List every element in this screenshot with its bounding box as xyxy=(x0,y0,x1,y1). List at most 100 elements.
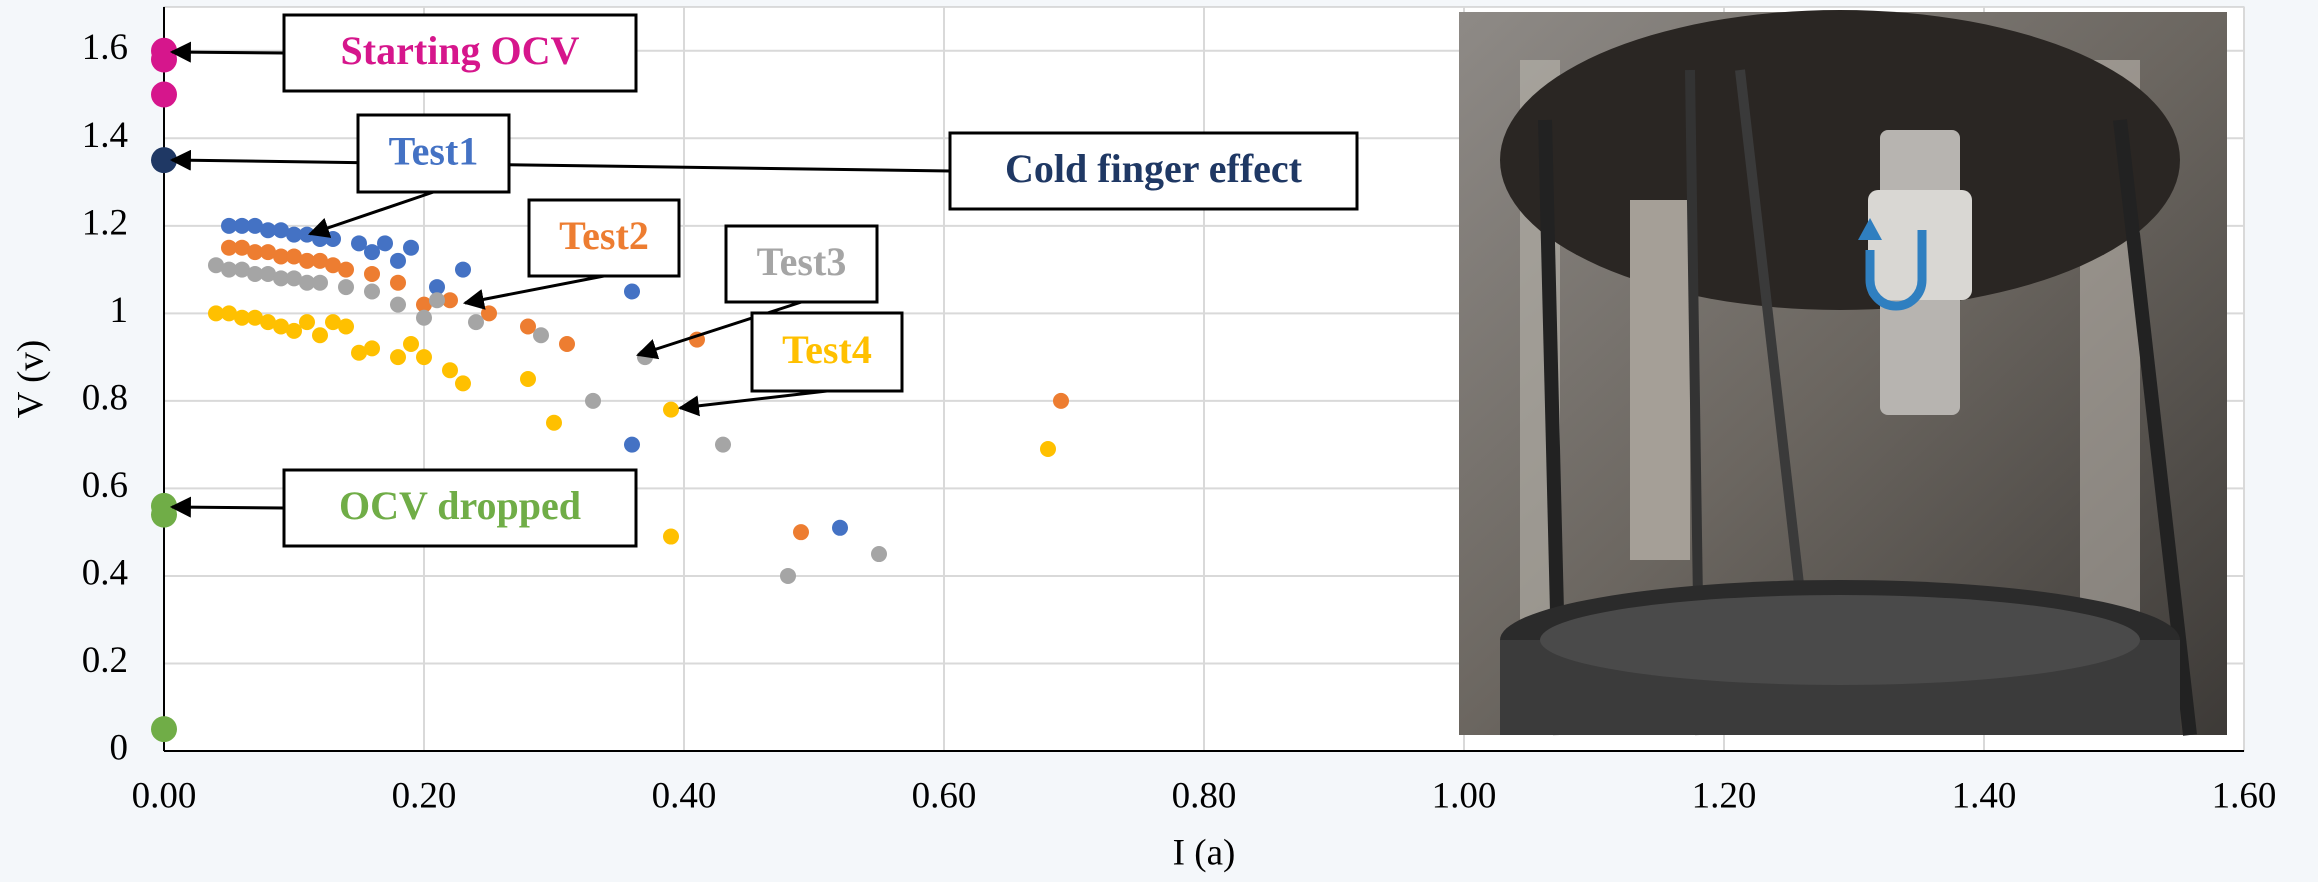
point xyxy=(151,81,177,108)
annotation-arrow xyxy=(169,149,951,173)
point xyxy=(325,230,341,247)
point xyxy=(338,318,354,335)
point xyxy=(429,292,445,309)
point xyxy=(663,401,679,418)
point xyxy=(221,217,237,234)
annotation-label: Test2 xyxy=(559,213,649,258)
x-tick-label: 1.40 xyxy=(1952,775,2017,816)
point xyxy=(481,305,497,322)
point xyxy=(260,265,276,282)
point xyxy=(832,519,848,536)
photo-inset xyxy=(1459,10,2227,736)
point xyxy=(520,371,536,387)
point xyxy=(585,392,601,409)
annotation-box xyxy=(527,198,681,278)
point xyxy=(221,305,237,322)
point xyxy=(312,252,328,269)
point xyxy=(234,239,250,256)
y-tick-label: 0 xyxy=(110,727,129,768)
point xyxy=(234,261,250,278)
point xyxy=(364,244,380,261)
point xyxy=(273,318,289,335)
point xyxy=(260,244,276,261)
annotation-arrow xyxy=(169,41,285,63)
point xyxy=(234,217,250,234)
point xyxy=(442,292,458,309)
y-tick-label: 1.4 xyxy=(82,115,128,156)
x-tick-label: 1.60 xyxy=(2212,775,2277,816)
point xyxy=(338,279,354,296)
point xyxy=(247,244,263,261)
point xyxy=(234,309,250,326)
annotation-arrow xyxy=(677,389,828,417)
annotation-label: OCV dropped xyxy=(339,483,581,528)
point xyxy=(416,296,432,313)
point xyxy=(312,274,328,291)
point xyxy=(390,252,406,269)
point xyxy=(559,335,575,352)
point xyxy=(1040,441,1056,458)
annotation-label: Starting OCV xyxy=(341,28,580,73)
point xyxy=(286,248,302,265)
point xyxy=(520,318,536,335)
annotations: Starting OCV Cold finger effect OCV droppe… xyxy=(169,13,1359,548)
point xyxy=(390,349,406,366)
point xyxy=(247,265,263,282)
x-tick-label: 0.80 xyxy=(1172,775,1237,816)
point xyxy=(533,327,549,344)
y-tick-label: 1.6 xyxy=(82,27,128,68)
y-tick-label: 0.2 xyxy=(82,640,128,681)
point xyxy=(715,436,731,453)
annotation-arrow xyxy=(308,190,434,238)
y-tick-label: 0.6 xyxy=(82,465,128,506)
annotation-arrow xyxy=(462,274,605,310)
point xyxy=(247,309,263,326)
y-tick-label: 0.8 xyxy=(82,377,128,418)
point xyxy=(286,226,302,243)
x-tick-label: 0.20 xyxy=(392,775,457,816)
point xyxy=(390,274,406,291)
y-tick-label: 1.2 xyxy=(82,202,128,243)
annotation-box xyxy=(724,224,879,304)
point xyxy=(312,327,328,344)
point xyxy=(429,279,445,296)
point xyxy=(151,716,177,743)
point xyxy=(286,270,302,287)
point xyxy=(364,340,380,357)
point xyxy=(208,257,224,274)
point xyxy=(871,546,887,563)
x-tick-label: 0.60 xyxy=(912,775,977,816)
point xyxy=(260,222,276,239)
point xyxy=(273,222,289,239)
annotation-box xyxy=(356,113,511,194)
point xyxy=(247,217,263,234)
point xyxy=(286,322,302,339)
point xyxy=(338,261,354,278)
point xyxy=(221,239,237,256)
point xyxy=(455,375,471,392)
point xyxy=(364,283,380,300)
annotation-box xyxy=(282,13,638,93)
annotation-label: Test1 xyxy=(389,129,479,174)
point xyxy=(390,296,406,313)
point xyxy=(208,305,224,322)
point xyxy=(1053,392,1069,409)
point xyxy=(663,528,679,545)
x-axis-title: I (a) xyxy=(1173,832,1236,873)
annotation-arrow xyxy=(169,496,285,518)
point xyxy=(260,314,276,331)
annotation-box xyxy=(750,311,904,393)
x-tick-label: 0.40 xyxy=(652,775,717,816)
annotation-label: Cold finger effect xyxy=(1005,146,1303,191)
point xyxy=(416,349,432,366)
point xyxy=(403,335,419,352)
point xyxy=(403,239,419,256)
point xyxy=(455,261,471,278)
annotation-arrow xyxy=(636,300,802,360)
x-tick-label: 1.00 xyxy=(1432,775,1497,816)
point xyxy=(299,274,315,291)
point xyxy=(325,314,341,331)
point xyxy=(299,314,315,331)
